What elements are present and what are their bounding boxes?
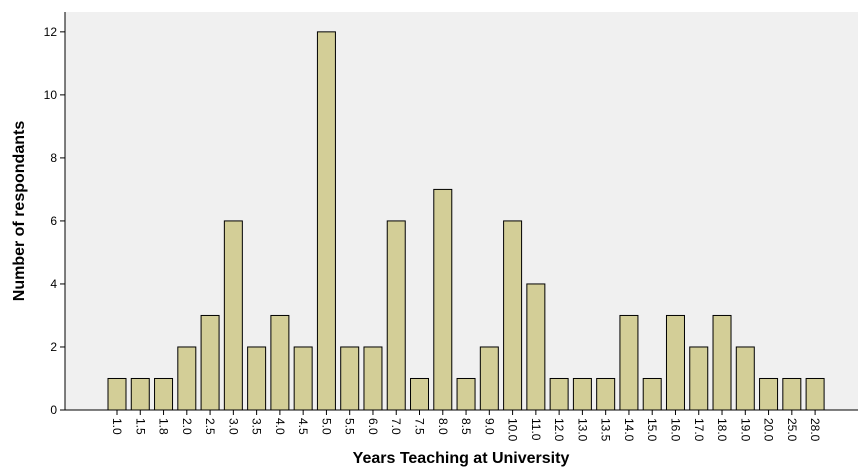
x-tick-label: 2.5 [203, 418, 217, 435]
bar [200, 314, 220, 411]
x-tick-label: 8.5 [459, 418, 473, 435]
y-axis-title: Number of respondants [11, 121, 28, 302]
x-axis-title: Years Teaching at University [353, 450, 570, 467]
x-tick-label: 8.0 [436, 418, 450, 435]
y-tick-label: 2 [50, 340, 57, 354]
bar [712, 314, 732, 411]
y-tick-label: 8 [50, 151, 57, 165]
x-tick-label: 5.5 [343, 418, 357, 435]
bar [689, 346, 709, 411]
x-tick-label: 19.0 [738, 418, 752, 442]
x-tick-label: 1.5 [133, 418, 147, 435]
x-tick-label: 11.0 [529, 418, 543, 441]
y-tick-label: 12 [44, 25, 58, 39]
x-tick-label: 17.0 [692, 418, 706, 442]
y-tick-label: 10 [44, 88, 58, 102]
x-tick-label: 13.0 [575, 418, 589, 442]
x-tick-label: 3.5 [250, 418, 264, 435]
bar [340, 346, 360, 411]
x-tick-label: 25.0 [785, 418, 799, 442]
x-tick-label: 6.0 [366, 418, 380, 435]
bar [805, 377, 825, 411]
bar [270, 314, 290, 411]
bar [386, 220, 406, 411]
bar [479, 346, 499, 411]
x-tick-label: 20.0 [762, 418, 776, 442]
bar [363, 346, 383, 411]
bar [247, 346, 267, 411]
x-tick-label: 7.5 [413, 418, 427, 435]
bar [316, 31, 336, 411]
bar [107, 377, 127, 411]
bar [619, 314, 639, 411]
bar [572, 377, 592, 411]
bar [433, 188, 453, 411]
bar [665, 314, 685, 411]
bar [759, 377, 779, 411]
bar [410, 377, 430, 411]
x-tick-label: 1.8 [157, 418, 171, 435]
x-tick-label: 16.0 [668, 418, 682, 442]
bar [549, 377, 569, 411]
y-tick-label: 0 [50, 403, 57, 417]
y-tick-label: 4 [50, 277, 57, 291]
x-tick-label: 13.5 [599, 418, 613, 442]
bar [223, 220, 243, 411]
bar [642, 377, 662, 411]
x-tick-label: 4.0 [273, 418, 287, 435]
x-tick-label: 4.5 [296, 418, 310, 435]
x-tick-label: 14.0 [622, 418, 636, 442]
x-tick-label: 18.0 [715, 418, 729, 442]
x-tick-label: 5.0 [319, 418, 333, 435]
x-tick-label: 7.0 [389, 418, 403, 435]
x-tick-label: 3.0 [226, 418, 240, 435]
bar [130, 377, 150, 411]
bar [596, 377, 616, 411]
x-tick-label: 10.0 [506, 418, 520, 442]
x-tick-label: 1.0 [110, 418, 124, 435]
x-tick-label: 2.0 [180, 418, 194, 435]
bar [503, 220, 523, 411]
bar [456, 377, 476, 411]
bar [154, 377, 174, 411]
bar [526, 283, 546, 411]
y-tick-label: 6 [50, 214, 57, 228]
x-tick-label: 9.0 [482, 418, 496, 435]
bar [293, 346, 313, 411]
x-tick-label: 15.0 [645, 418, 659, 442]
bar [177, 346, 197, 411]
x-tick-label: 12.0 [552, 418, 566, 442]
x-tick-label: 28.0 [808, 418, 822, 442]
bar [782, 377, 802, 411]
bar [735, 346, 755, 411]
